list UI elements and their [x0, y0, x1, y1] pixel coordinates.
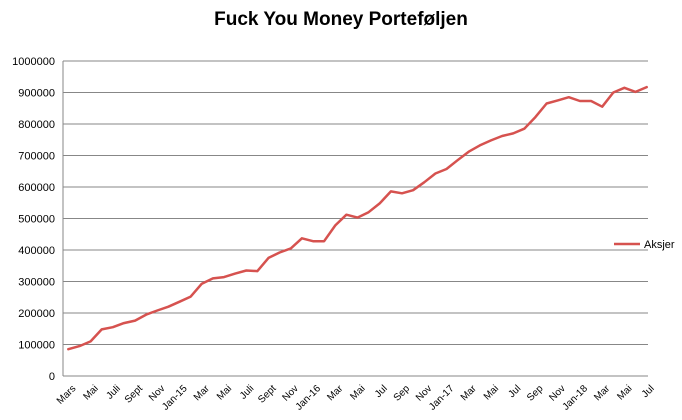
x-tick-label: Mai: [81, 383, 100, 402]
axes: [62, 61, 648, 377]
x-tick-label: Mai: [615, 383, 634, 402]
x-tick-label: Mars: [55, 383, 79, 407]
x-tick-label: Mai: [482, 383, 501, 402]
y-tick-label: 800000: [18, 119, 55, 131]
y-tick-label: 200000: [18, 308, 55, 320]
y-tick-label: 300000: [18, 277, 55, 289]
y-tick-label: 700000: [18, 151, 55, 163]
x-tick-label: Jan-15: [160, 383, 190, 413]
x-tick-label: Sept: [256, 383, 278, 405]
series: [67, 85, 648, 351]
x-tick-label: Mar: [325, 383, 345, 403]
x-tick-label: Jan-16: [294, 383, 324, 413]
y-tick-label: 600000: [18, 182, 55, 194]
gridlines: [63, 60, 648, 345]
y-tick-label: 500000: [18, 214, 55, 226]
x-tick-label: Jul: [506, 383, 523, 400]
y-tick-label: 1000000: [12, 56, 55, 68]
legend-label: Aksjer: [644, 239, 675, 251]
series-line-aksjer: [67, 85, 648, 351]
x-tick-label: Jul: [373, 383, 390, 400]
y-tick-label: 400000: [18, 245, 55, 257]
x-tick-label: Sep: [392, 383, 413, 404]
y-tick-labels: 0 100000 200000 300000 400000 500000 600000 700…: [12, 56, 55, 383]
x-tick-label: Mai: [215, 383, 234, 402]
x-tick-label: Sep: [525, 383, 546, 404]
x-tick-label: Mar: [592, 383, 612, 403]
x-tick-label: Mai: [348, 383, 367, 402]
legend: Aksjer: [614, 239, 675, 251]
x-tick-label: Sept: [123, 383, 145, 405]
y-tick-label: 100000: [18, 340, 55, 352]
chart-title: Fuck You Money Porteføljen: [214, 9, 468, 30]
x-tick-label: Mar: [192, 383, 212, 403]
x-tick-label: Jan-17: [427, 383, 457, 413]
x-tick-label: Juli: [104, 383, 122, 401]
x-tick-label: Jan-18: [561, 383, 591, 413]
y-tick-label: 900000: [18, 88, 55, 100]
y-tick-label: 0: [49, 371, 55, 383]
x-tick-label: Mar: [459, 383, 479, 403]
x-tick-label: Juli: [238, 383, 256, 401]
x-tick-label: Jul: [640, 383, 657, 400]
